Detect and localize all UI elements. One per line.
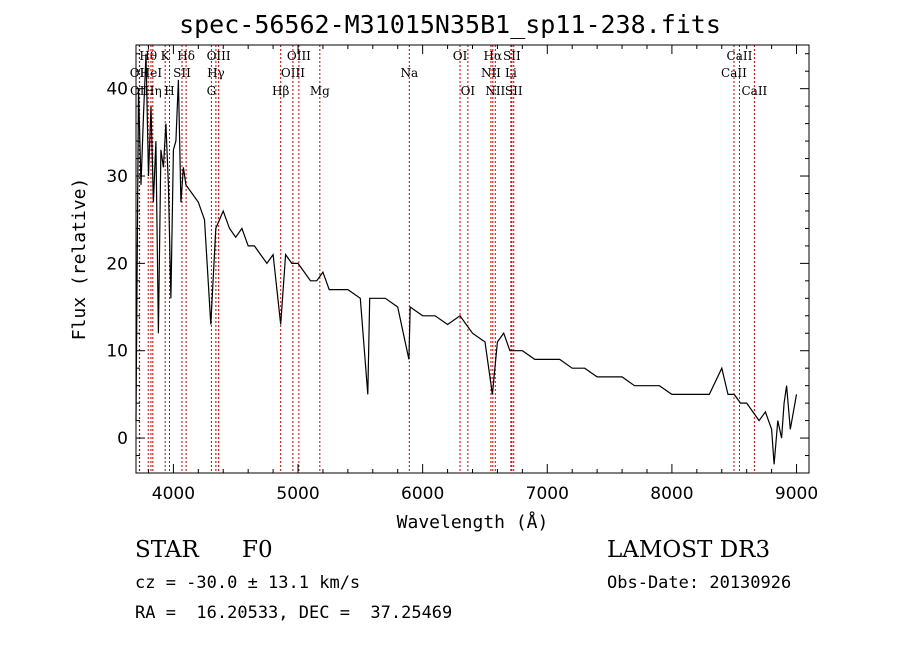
line-label-27: CaII [741,84,767,98]
object-class: STAR [135,537,199,563]
line-label-10: Hγ [207,66,225,80]
line-label-7: H [164,84,174,98]
line-label-26: CaII [727,49,753,63]
x-tick-label-0: 4000 [152,484,195,504]
y-tick-label-3: 30 [106,167,128,187]
line-label-2: Hθ [139,49,157,63]
line-label-22: SII [503,49,521,63]
line-label-23: Li [505,66,517,80]
line-label-24: SII [505,84,523,98]
line-label-17: OI [453,49,468,63]
line-label-21: NII [485,84,505,98]
survey-name: LAMOST DR3 [607,537,771,563]
x-tick-label-4: 8000 [650,484,693,504]
line-label-8: Hδ [177,49,195,63]
x-tick-label-5: 9000 [775,484,818,504]
y-tick-label-0: 0 [117,429,128,449]
line-label-5: K [161,49,171,63]
redshift-text: cz = -30.0 ± 13.1 km/s [135,573,361,593]
line-label-13: OIII [281,66,305,80]
chart-title: spec-56562-M31015N35B1_sp11-238.fits [179,10,721,39]
x-tick-label-1: 5000 [276,484,319,504]
y-axis-label: Flux (relative) [69,178,90,341]
line-label-9: OIII [207,49,231,63]
line-label-15: Mg [310,84,330,98]
y-tick-label-4: 40 [106,80,128,100]
line-label-14: OIII [287,49,311,63]
line-label-16: Na [400,66,418,80]
line-label-18: OI [461,84,476,98]
line-label-25: CaII [721,66,747,80]
line-label-12: Hβ [272,84,289,98]
spectrum-line [135,53,798,465]
line-label-3: HeI [140,66,163,80]
line-label-4: Hη [144,84,162,98]
y-tick-label-2: 20 [106,254,128,274]
line-label-20: NII [481,66,501,80]
x-tick-label-2: 6000 [401,484,444,504]
object-subclass: F0 [242,537,273,563]
x-axis-label: Wavelength (Å) [397,511,549,533]
x-tick-label-3: 7000 [526,484,569,504]
y-tick-label-1: 10 [106,342,128,362]
plot-frame [135,44,810,474]
line-label-6: SII [173,66,191,80]
obs-date: Obs-Date: 20130926 [607,573,792,593]
coordinates: RA = 16.20533, DEC = 37.25469 [135,603,453,623]
line-label-19: Hα [484,49,503,63]
line-label-11: G [207,84,217,98]
